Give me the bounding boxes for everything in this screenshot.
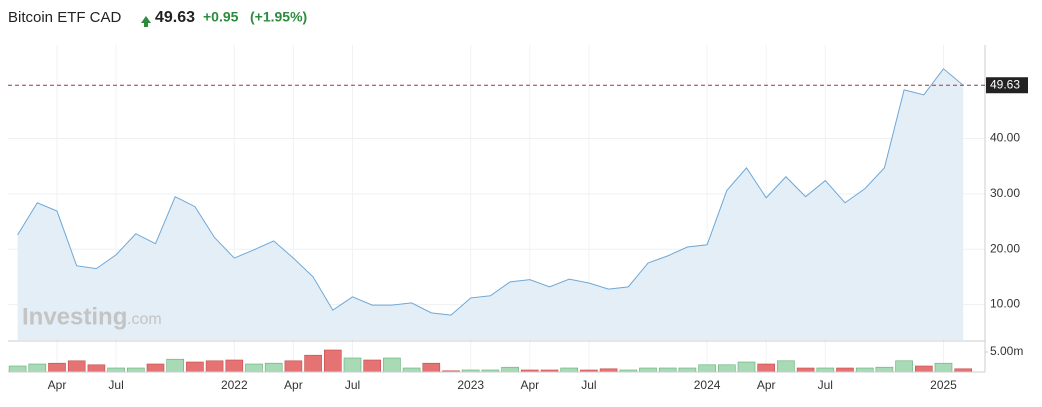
x-tick-label: Jul	[345, 378, 360, 392]
volume-bar	[363, 359, 382, 373]
last-price-box	[986, 77, 1028, 94]
volume-bar	[914, 365, 933, 373]
volume-bar	[658, 367, 677, 373]
volume-bar	[639, 367, 657, 373]
x-tick-label: Jul	[818, 378, 833, 392]
x-tick-label: Apr	[757, 378, 776, 392]
volume-bar	[737, 361, 756, 373]
volume-bar	[816, 367, 835, 373]
x-tick-label: Jul	[108, 378, 123, 392]
y-tick-label: 20.00	[990, 241, 1020, 255]
change-pct: (+1.95%)	[250, 9, 307, 25]
y-tick-label: 10.00	[990, 297, 1020, 311]
volume-bar	[107, 367, 125, 373]
volume-bar	[698, 364, 716, 373]
y-tick-label: 30.00	[990, 186, 1020, 200]
volume-bar	[127, 367, 145, 373]
volume-bar	[934, 362, 953, 373]
volume-bar	[28, 363, 47, 373]
x-tick-label: 2025	[930, 378, 957, 392]
volume-bar	[836, 367, 854, 373]
watermark: .com	[127, 311, 162, 328]
volume-bar	[717, 364, 736, 373]
volume-bar	[855, 367, 874, 373]
volume-bar	[422, 362, 441, 373]
x-tick-label: Jul	[581, 378, 596, 392]
watermark: Investing	[22, 303, 127, 330]
area	[17, 68, 964, 340]
volume-bar	[186, 361, 204, 373]
volume-bar	[501, 366, 519, 373]
x-tick-label: Apr	[284, 378, 303, 392]
line	[17, 68, 964, 316]
y-tick-label: 40.00	[990, 131, 1020, 145]
volume-bar	[560, 367, 579, 373]
y-tick-label: 5.00m	[990, 344, 1023, 358]
change: +0.95	[203, 9, 239, 25]
x-tick-label: Apr	[520, 378, 539, 392]
x-tick-label: 2022	[221, 378, 248, 392]
volume-bar	[343, 357, 362, 373]
x-tick-label: 2024	[694, 378, 721, 392]
volume-bar	[796, 367, 815, 373]
volume-bar	[678, 367, 697, 373]
volume-bar	[383, 357, 401, 373]
volume-bar	[757, 363, 776, 373]
volume-bar	[264, 362, 283, 373]
price: 49.63	[155, 9, 195, 26]
volume-bar	[87, 364, 106, 373]
volume-bar	[284, 360, 303, 373]
volume-bar	[8, 365, 27, 373]
volume-bar	[67, 360, 86, 373]
up-arrow	[141, 16, 151, 27]
volume-bar	[895, 360, 913, 373]
volume-bar	[205, 360, 224, 373]
volume-bar	[304, 354, 322, 373]
volume-bar	[875, 366, 894, 373]
volume-bar	[245, 363, 263, 373]
x-tick-label: 2023	[457, 378, 484, 392]
volume-bar	[225, 359, 244, 373]
volume-bar	[48, 362, 66, 373]
last-price-label: 49.63	[990, 77, 1020, 91]
title: Bitcoin ETF CAD	[8, 9, 122, 26]
volume-bar	[323, 349, 342, 373]
volume-bar	[777, 360, 795, 373]
x-tick-label: Apr	[48, 378, 67, 392]
volume-bar	[146, 363, 165, 373]
volume-bar	[166, 358, 184, 373]
volume-bar	[402, 367, 421, 373]
